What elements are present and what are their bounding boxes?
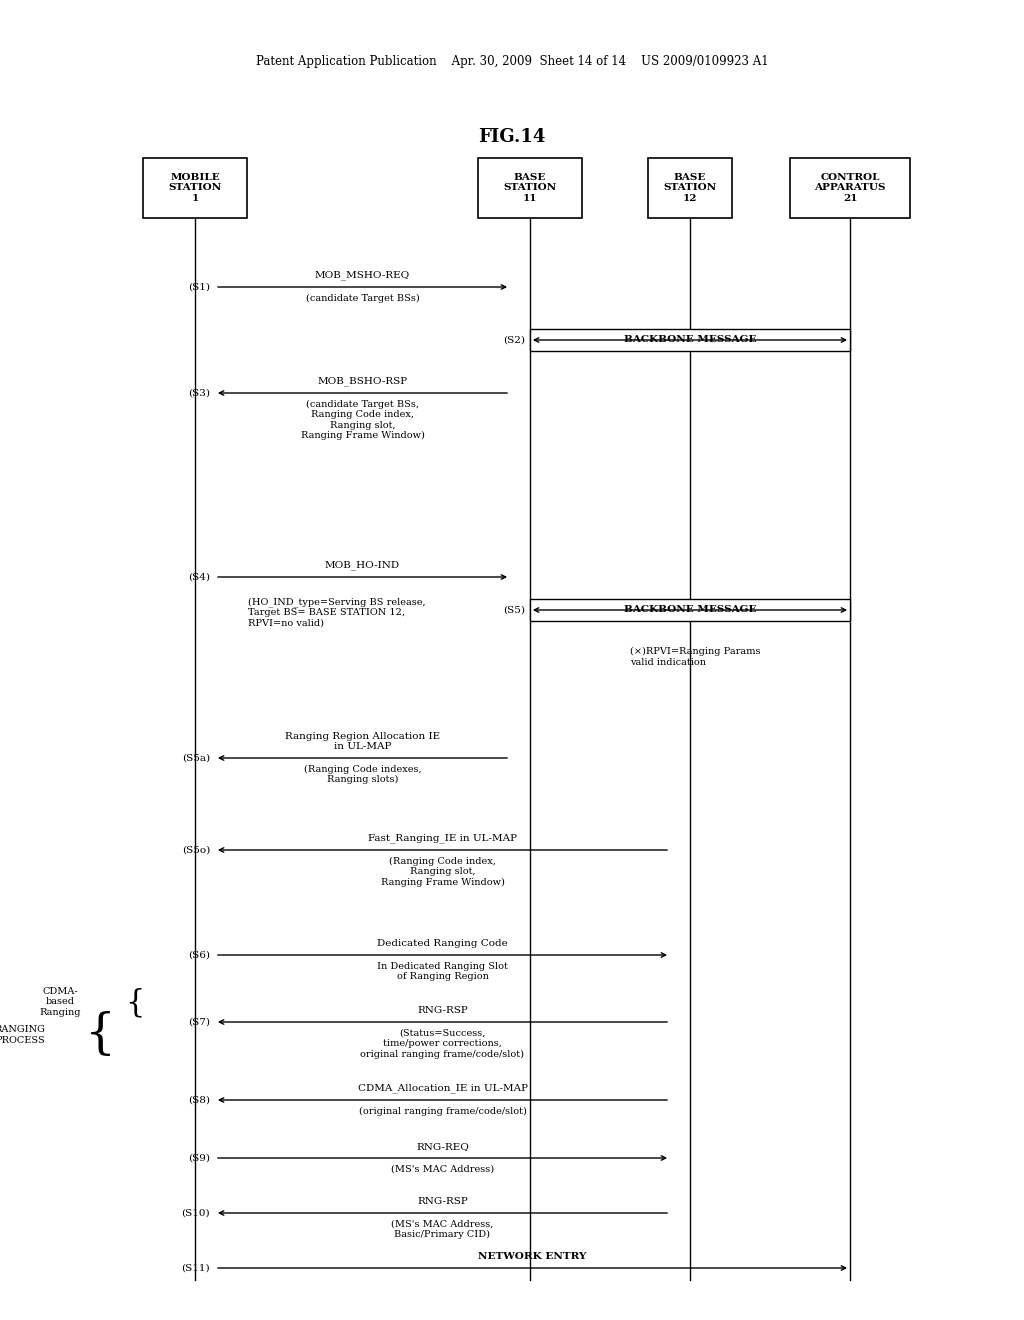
Text: (×)RPVI=Ranging Params
valid indication: (×)RPVI=Ranging Params valid indication <box>630 647 761 667</box>
Text: CDMA-
based
Ranging: CDMA- based Ranging <box>39 987 81 1016</box>
Text: (S11): (S11) <box>181 1263 210 1272</box>
Text: RNG-RSP: RNG-RSP <box>417 1197 468 1206</box>
Text: FIG.14: FIG.14 <box>478 128 546 147</box>
Bar <box>478 158 582 218</box>
Text: (Ranging Code indexes,
Ranging slots): (Ranging Code indexes, Ranging slots) <box>304 764 421 784</box>
Text: CDMA_Allocation_IE in UL-MAP: CDMA_Allocation_IE in UL-MAP <box>357 1084 527 1093</box>
Text: (S3): (S3) <box>188 388 210 397</box>
Text: MOB_HO-IND: MOB_HO-IND <box>325 561 400 570</box>
Text: CONTROL
APPARATUS
21: CONTROL APPARATUS 21 <box>814 173 886 203</box>
Text: RNG-RSP: RNG-RSP <box>417 1006 468 1015</box>
Text: BASE
STATION
11: BASE STATION 11 <box>504 173 557 203</box>
Text: (S1): (S1) <box>188 282 210 292</box>
Text: MOB_MSHO-REQ: MOB_MSHO-REQ <box>314 271 411 280</box>
Text: Fast_Ranging_IE in UL-MAP: Fast_Ranging_IE in UL-MAP <box>368 834 517 843</box>
Text: Ranging Region Allocation IE
in UL-MAP: Ranging Region Allocation IE in UL-MAP <box>285 733 440 751</box>
Bar <box>143 158 247 218</box>
Text: (Status=Success,
time/power corrections,
original ranging frame/code/slot): (Status=Success, time/power corrections,… <box>360 1028 524 1059</box>
Text: MOBILE
STATION
1: MOBILE STATION 1 <box>168 173 221 203</box>
Text: {: { <box>85 1011 116 1059</box>
Text: (candidate Target BSs,
Ranging Code index,
Ranging slot,
Ranging Frame Window): (candidate Target BSs, Ranging Code inde… <box>301 400 424 440</box>
Text: (original ranging frame/code/slot): (original ranging frame/code/slot) <box>358 1106 526 1115</box>
Text: BACKBONE MESSAGE: BACKBONE MESSAGE <box>624 335 757 345</box>
Text: NETWORK ENTRY: NETWORK ENTRY <box>478 1253 587 1262</box>
Bar <box>530 329 850 351</box>
Text: RANGING
PROCESS: RANGING PROCESS <box>0 1026 45 1044</box>
Text: (candidate Target BSs): (candidate Target BSs) <box>305 293 420 302</box>
Text: MOB_BSHO-RSP: MOB_BSHO-RSP <box>317 376 408 387</box>
Text: (S9): (S9) <box>188 1154 210 1163</box>
Text: (S5): (S5) <box>503 606 525 615</box>
Text: (S5o): (S5o) <box>181 846 210 854</box>
Text: (S4): (S4) <box>188 573 210 582</box>
Text: BASE
STATION
12: BASE STATION 12 <box>664 173 717 203</box>
Text: (HO_IND_type=Serving BS release,
Target BS= BASE STATION 12,
RPVI=no valid): (HO_IND_type=Serving BS release, Target … <box>248 597 426 627</box>
Text: RNG-REQ: RNG-REQ <box>416 1142 469 1151</box>
Text: Patent Application Publication    Apr. 30, 2009  Sheet 14 of 14    US 2009/01099: Patent Application Publication Apr. 30, … <box>256 55 768 69</box>
Text: BACKBONE MESSAGE: BACKBONE MESSAGE <box>624 606 757 615</box>
Bar <box>648 158 732 218</box>
Text: {: { <box>125 987 144 1018</box>
Text: (MS's MAC Address,
Basic/Primary CID): (MS's MAC Address, Basic/Primary CID) <box>391 1220 494 1239</box>
Text: In Dedicated Ranging Slot
of Ranging Region: In Dedicated Ranging Slot of Ranging Reg… <box>377 961 508 981</box>
Text: (S5a): (S5a) <box>182 754 210 763</box>
Text: (MS's MAC Address): (MS's MAC Address) <box>391 1164 494 1173</box>
Bar <box>790 158 910 218</box>
Bar <box>530 599 850 620</box>
Text: (Ranging Code index,
Ranging slot,
Ranging Frame Window): (Ranging Code index, Ranging slot, Rangi… <box>381 857 505 887</box>
Text: (S7): (S7) <box>188 1018 210 1027</box>
Text: (S2): (S2) <box>503 335 525 345</box>
Text: (S10): (S10) <box>181 1209 210 1217</box>
Text: Dedicated Ranging Code: Dedicated Ranging Code <box>377 940 508 948</box>
Text: (S6): (S6) <box>188 950 210 960</box>
Text: (S8): (S8) <box>188 1096 210 1105</box>
